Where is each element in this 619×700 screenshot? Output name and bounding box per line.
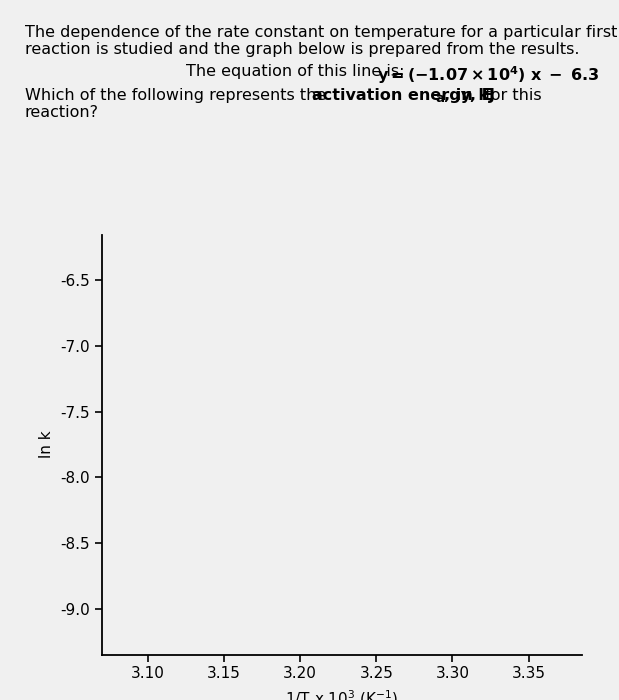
Text: The equation of this line is:: The equation of this line is: xyxy=(186,64,415,79)
Text: , in kJ: , in kJ xyxy=(444,88,495,103)
Y-axis label: ln k: ln k xyxy=(38,430,54,458)
Text: $\mathbf{y = (-1.07 \times 10^4)\ x\ -\ 6.3}$: $\mathbf{y = (-1.07 \times 10^4)\ x\ -\ … xyxy=(377,64,599,86)
Text: for this: for this xyxy=(480,88,542,103)
Text: The dependence of the rate constant on temperature for a particular first order: The dependence of the rate constant on t… xyxy=(25,25,619,39)
Text: reaction?: reaction? xyxy=(25,105,99,120)
Text: a: a xyxy=(436,92,445,105)
Text: Which of the following represents the: Which of the following represents the xyxy=(25,88,331,103)
X-axis label: 1/T x 10$^3$ (K$^{-1}$): 1/T x 10$^3$ (K$^{-1}$) xyxy=(285,688,399,700)
Text: reaction is studied and the graph below is prepared from the results.: reaction is studied and the graph below … xyxy=(25,42,579,57)
Text: activation energy, E: activation energy, E xyxy=(312,88,493,103)
